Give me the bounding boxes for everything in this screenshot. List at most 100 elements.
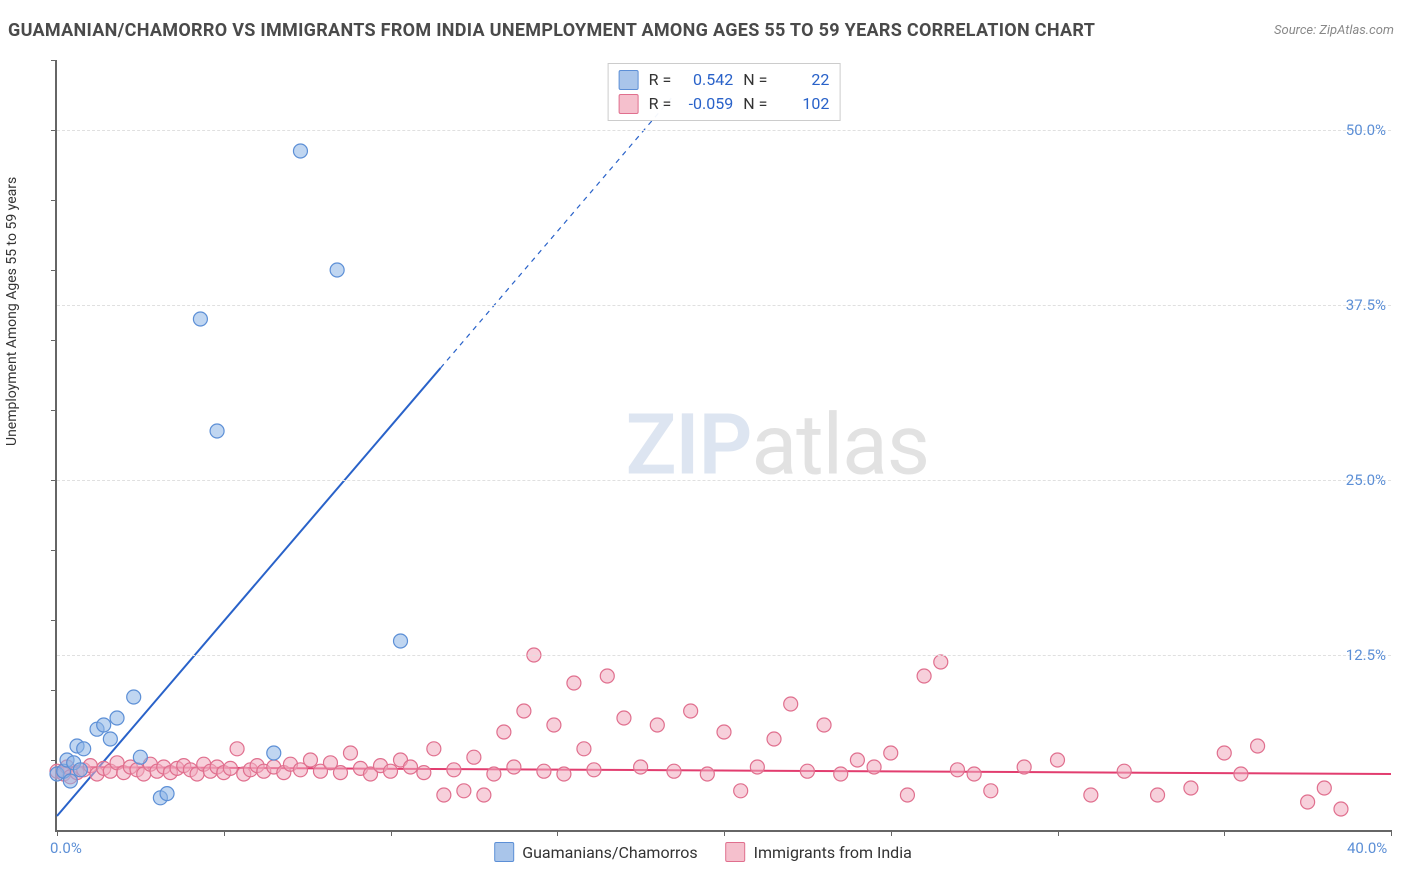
chart-svg — [57, 60, 1391, 830]
data-point-pink — [867, 760, 881, 774]
gridline — [57, 480, 1391, 481]
legend-item-b: Immigrants from India — [726, 842, 912, 862]
data-point-pink — [900, 788, 914, 802]
data-point-pink — [577, 742, 591, 756]
data-point-blue — [133, 750, 147, 764]
data-point-pink — [303, 753, 317, 767]
y-tick-mark — [51, 340, 57, 341]
y-tick-label: 50.0% — [1346, 121, 1386, 139]
x-tick-label-max: 40.0% — [1347, 839, 1387, 857]
y-tick-label: 37.5% — [1346, 296, 1386, 314]
data-point-pink — [1234, 767, 1248, 781]
x-tick-mark — [1058, 830, 1059, 836]
x-tick-mark — [891, 830, 892, 836]
y-tick-mark — [51, 550, 57, 551]
data-point-blue — [193, 312, 207, 326]
data-point-pink — [884, 746, 898, 760]
source-label: Source: ZipAtlas.com — [1274, 23, 1394, 38]
trend-line-blue-dashed — [441, 95, 674, 368]
data-point-pink — [333, 766, 347, 780]
data-point-blue — [210, 424, 224, 438]
data-point-blue — [103, 732, 117, 746]
swatch-blue — [619, 70, 639, 90]
data-point-pink — [667, 764, 681, 778]
data-point-pink — [800, 764, 814, 778]
r-label-a: R = — [649, 68, 672, 92]
data-point-pink — [700, 767, 714, 781]
x-tick-mark — [57, 830, 58, 836]
data-point-pink — [1217, 746, 1231, 760]
stats-legend: R = 0.542 N = 22 R = -0.059 N = 102 — [608, 63, 841, 121]
data-point-blue — [160, 787, 174, 801]
data-point-pink — [1117, 764, 1131, 778]
data-point-pink — [487, 767, 501, 781]
data-point-pink — [1017, 760, 1031, 774]
data-point-pink — [457, 784, 471, 798]
data-point-pink — [917, 669, 931, 683]
n-label-a: N = — [743, 68, 767, 92]
x-tick-mark — [224, 830, 225, 836]
data-point-pink — [384, 764, 398, 778]
data-point-pink — [950, 763, 964, 777]
chart-title: GUAMANIAN/CHAMORRO VS IMMIGRANTS FROM IN… — [8, 20, 1095, 41]
data-point-pink — [834, 767, 848, 781]
r-value-a: 0.542 — [677, 68, 733, 92]
y-tick-mark — [51, 760, 57, 761]
data-point-pink — [447, 763, 461, 777]
legend-label-b: Immigrants from India — [754, 843, 912, 862]
n-value-a: 22 — [773, 68, 829, 92]
legend-item-a: Guamanians/Chamorros — [494, 842, 697, 862]
data-point-pink — [750, 760, 764, 774]
legend-label-a: Guamanians/Chamorros — [522, 843, 697, 862]
data-point-pink — [587, 763, 601, 777]
x-tick-mark — [1391, 830, 1392, 836]
data-point-pink — [477, 788, 491, 802]
gridline — [57, 655, 1391, 656]
r-label-b: R = — [649, 92, 672, 116]
data-point-blue — [394, 634, 408, 648]
data-point-pink — [1317, 781, 1331, 795]
data-point-pink — [1251, 739, 1265, 753]
gridline — [57, 130, 1391, 131]
data-point-pink — [967, 767, 981, 781]
data-point-pink — [230, 742, 244, 756]
y-tick-label: 12.5% — [1346, 646, 1386, 664]
data-point-pink — [934, 655, 948, 669]
data-point-pink — [547, 718, 561, 732]
data-point-blue — [63, 774, 77, 788]
data-point-blue — [293, 144, 307, 158]
data-point-blue — [97, 718, 111, 732]
x-tick-mark — [1224, 830, 1225, 836]
y-tick-mark — [51, 480, 57, 481]
data-point-pink — [984, 784, 998, 798]
data-point-pink — [223, 761, 237, 775]
data-point-pink — [1334, 802, 1348, 816]
data-point-pink — [567, 676, 581, 690]
data-point-blue — [267, 746, 281, 760]
trend-line-blue-solid — [57, 368, 441, 816]
data-point-pink — [1084, 788, 1098, 802]
gridline — [57, 305, 1391, 306]
data-point-pink — [437, 788, 451, 802]
legend-swatch-blue — [494, 842, 514, 862]
data-point-blue — [330, 263, 344, 277]
data-point-pink — [517, 704, 531, 718]
r-value-b: -0.059 — [677, 92, 733, 116]
y-tick-mark — [51, 270, 57, 271]
n-value-b: 102 — [773, 92, 829, 116]
data-point-pink — [427, 742, 441, 756]
data-point-pink — [717, 725, 731, 739]
y-tick-mark — [51, 60, 57, 61]
data-point-pink — [1184, 781, 1198, 795]
data-point-pink — [467, 750, 481, 764]
x-tick-mark — [724, 830, 725, 836]
data-point-pink — [817, 718, 831, 732]
data-point-pink — [507, 760, 521, 774]
data-point-pink — [734, 784, 748, 798]
y-tick-mark — [51, 200, 57, 201]
n-label-b: N = — [743, 92, 767, 116]
data-point-pink — [1151, 788, 1165, 802]
data-point-pink — [557, 767, 571, 781]
data-point-pink — [617, 711, 631, 725]
data-point-pink — [634, 760, 648, 774]
